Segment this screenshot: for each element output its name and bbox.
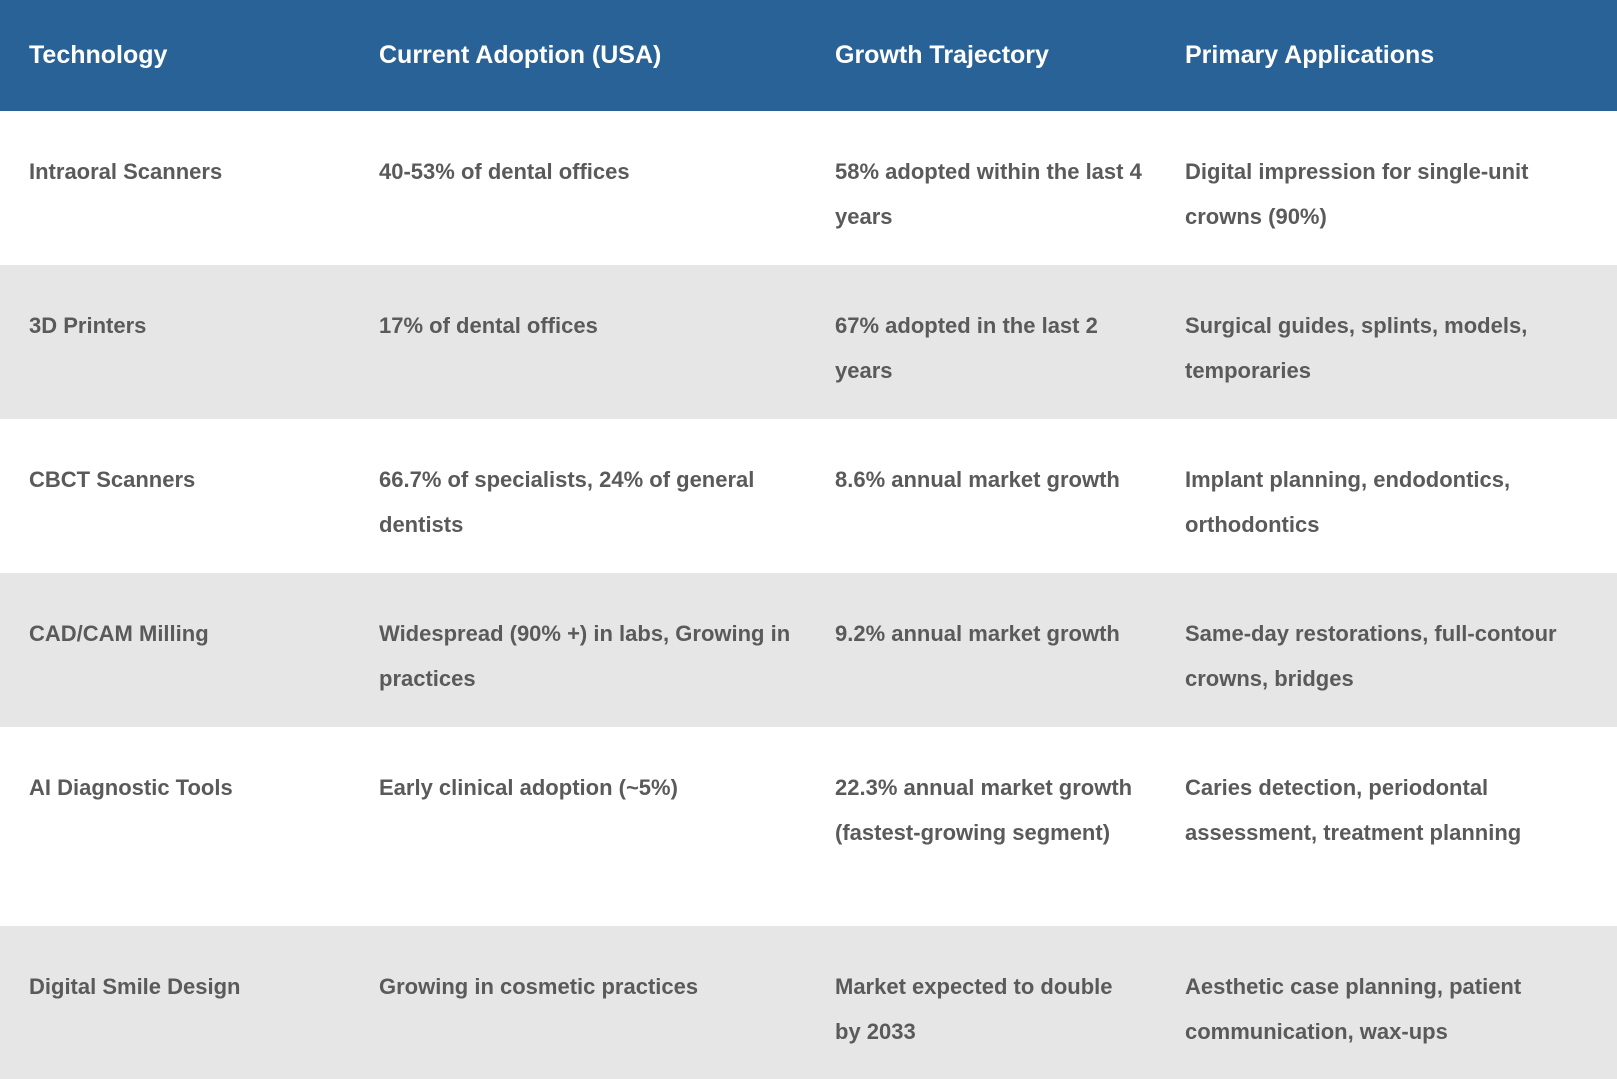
table-cell: Widespread (90% +) in labs, Growing in p… xyxy=(379,621,791,691)
table-cell: Caries detection, periodontal assessment… xyxy=(1185,775,1522,845)
table-cell: 40-53% of dental offices xyxy=(379,159,630,184)
header-cell: Technology xyxy=(0,0,350,111)
table-row: CBCT Scanners 66.7% of specialists, 24% o… xyxy=(0,419,1617,573)
table-row: Intraoral Scanners 40-53% of dental offic… xyxy=(0,111,1617,265)
table-cell: 67% adopted in the last 2 years xyxy=(835,313,1098,383)
table-cell: 17% of dental offices xyxy=(379,313,598,338)
header-cell: Current Adoption (USA) xyxy=(350,0,806,111)
table-cell: Digital impression for single-unit crown… xyxy=(1185,159,1529,229)
table-cell: AI Diagnostic Tools xyxy=(29,775,233,800)
table-body: Intraoral Scanners 40-53% of dental offic… xyxy=(0,111,1617,1079)
table-cell: 3D Printers xyxy=(29,313,147,338)
table-cell: CAD/CAM Milling xyxy=(29,621,209,646)
header-cell: Growth Trajectory xyxy=(806,0,1156,111)
table-cell: Market expected to double by 2033 xyxy=(835,974,1113,1044)
table-cell: Implant planning, endodontics, orthodont… xyxy=(1185,467,1511,537)
table-cell: CBCT Scanners xyxy=(29,467,196,492)
header-cell: Primary Applications xyxy=(1156,0,1617,111)
table-cell: 66.7% of specialists, 24% of general den… xyxy=(379,467,755,537)
table-cell: Aesthetic case planning, patient communi… xyxy=(1185,974,1522,1044)
table-cell: 9.2% annual market growth xyxy=(835,621,1120,646)
table-cell: Growing in cosmetic practices xyxy=(379,974,699,999)
table-cell: Same-day restorations, full-contour crow… xyxy=(1185,621,1557,691)
table-row: 3D Printers 17% of dental offices 67% adop… xyxy=(0,265,1617,419)
table-cell: 8.6% annual market growth xyxy=(835,467,1120,492)
table-cell: 58% adopted within the last 4 years xyxy=(835,159,1142,229)
table-cell: Digital Smile Design xyxy=(29,974,241,999)
table-row: Digital Smile Design Growing in cosmetic … xyxy=(0,926,1617,1079)
table-cell: 22.3% annual market growth (fastest-grow… xyxy=(835,775,1133,845)
table-row: AI Diagnostic Tools Early clinical adopti… xyxy=(0,727,1617,926)
table-header: Technology Current Adoption (USA) Growth T… xyxy=(0,0,1617,111)
table-row: CAD/CAM Milling Widespread (90% +) in lab… xyxy=(0,573,1617,727)
table-cell: Intraoral Scanners xyxy=(29,159,223,184)
header-row: Technology Current Adoption (USA) Growth T… xyxy=(0,0,1617,111)
table-cell: Early clinical adoption (~5%) xyxy=(379,775,678,800)
table-cell: Surgical guides, splints, models, tempor… xyxy=(1185,313,1528,383)
